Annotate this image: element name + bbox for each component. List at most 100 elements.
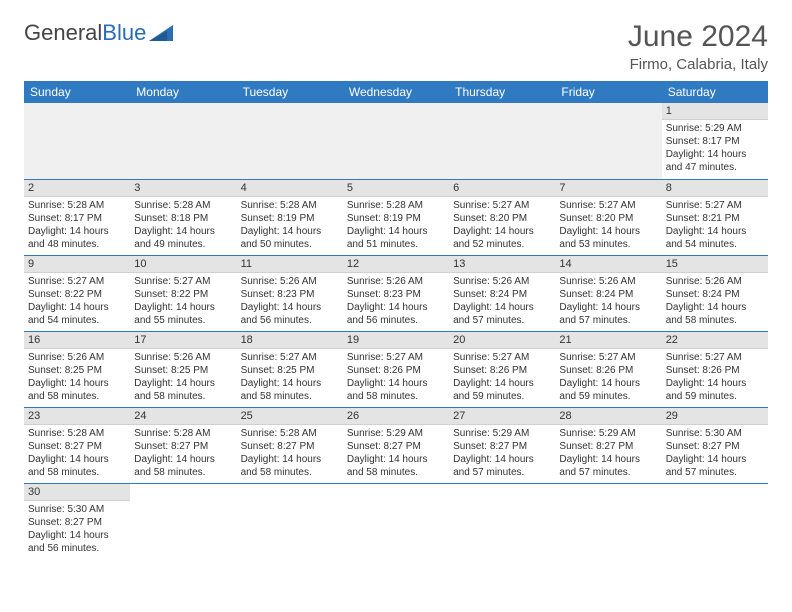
day-number: 17 [130,332,236,349]
day-detail-line: and 53 minutes. [559,238,657,251]
day-number: 23 [24,408,130,425]
day-detail-line: Sunset: 8:25 PM [28,364,126,377]
day-number: 18 [237,332,343,349]
calendar-cell: 2Sunrise: 5:28 AMSunset: 8:17 PMDaylight… [24,179,130,255]
day-number: 15 [662,256,768,273]
day-detail-line: Daylight: 14 hours [28,301,126,314]
day-details: Sunrise: 5:26 AMSunset: 8:23 PMDaylight:… [237,273,343,331]
day-detail-line: Daylight: 14 hours [347,225,445,238]
day-details: Sunrise: 5:28 AMSunset: 8:19 PMDaylight:… [237,197,343,255]
day-detail-line: Sunset: 8:23 PM [241,288,339,301]
day-detail-line: Sunset: 8:25 PM [134,364,232,377]
day-detail-line: Sunset: 8:22 PM [28,288,126,301]
day-detail-line: Sunset: 8:17 PM [28,212,126,225]
day-detail-line: Sunrise: 5:28 AM [134,427,232,440]
day-detail-line: Daylight: 14 hours [28,377,126,390]
day-detail-line: Sunrise: 5:26 AM [241,275,339,288]
day-number: 9 [24,256,130,273]
day-detail-line: Sunrise: 5:28 AM [347,199,445,212]
day-detail-line: Sunset: 8:27 PM [453,440,551,453]
calendar-cell [130,483,236,559]
day-number: 21 [555,332,661,349]
day-detail-line: Sunset: 8:19 PM [241,212,339,225]
day-details: Sunrise: 5:26 AMSunset: 8:23 PMDaylight:… [343,273,449,331]
day-detail-line: and 51 minutes. [347,238,445,251]
day-detail-line: Sunrise: 5:28 AM [28,199,126,212]
calendar-body: 1Sunrise: 5:29 AMSunset: 8:17 PMDaylight… [24,103,768,559]
day-detail-line: and 58 minutes. [241,390,339,403]
calendar-cell [130,103,236,179]
day-details: Sunrise: 5:29 AMSunset: 8:27 PMDaylight:… [555,425,661,483]
calendar-row: 16Sunrise: 5:26 AMSunset: 8:25 PMDayligh… [24,331,768,407]
day-detail-line: and 58 minutes. [134,466,232,479]
day-details: Sunrise: 5:27 AMSunset: 8:22 PMDaylight:… [24,273,130,331]
calendar-cell [555,103,661,179]
day-detail-line: Sunset: 8:21 PM [666,212,764,225]
day-detail-line: Daylight: 14 hours [28,529,126,542]
day-details: Sunrise: 5:29 AMSunset: 8:27 PMDaylight:… [343,425,449,483]
calendar-row: 1Sunrise: 5:29 AMSunset: 8:17 PMDaylight… [24,103,768,179]
day-details: Sunrise: 5:27 AMSunset: 8:26 PMDaylight:… [343,349,449,407]
calendar-cell: 4Sunrise: 5:28 AMSunset: 8:19 PMDaylight… [237,179,343,255]
calendar-row: 30Sunrise: 5:30 AMSunset: 8:27 PMDayligh… [24,483,768,559]
day-detail-line: and 57 minutes. [453,314,551,327]
calendar-cell: 17Sunrise: 5:26 AMSunset: 8:25 PMDayligh… [130,331,236,407]
calendar-cell: 29Sunrise: 5:30 AMSunset: 8:27 PMDayligh… [662,407,768,483]
day-details: Sunrise: 5:27 AMSunset: 8:26 PMDaylight:… [555,349,661,407]
day-detail-line: and 58 minutes. [28,466,126,479]
day-header: Sunday [24,81,130,103]
day-details: Sunrise: 5:26 AMSunset: 8:24 PMDaylight:… [662,273,768,331]
calendar-cell: 10Sunrise: 5:27 AMSunset: 8:22 PMDayligh… [130,255,236,331]
day-details: Sunrise: 5:27 AMSunset: 8:26 PMDaylight:… [662,349,768,407]
day-detail-line: Daylight: 14 hours [134,225,232,238]
day-detail-line: and 48 minutes. [28,238,126,251]
day-detail-line: Sunrise: 5:27 AM [347,351,445,364]
day-detail-line: and 56 minutes. [347,314,445,327]
day-detail-line: and 58 minutes. [347,466,445,479]
day-details: Sunrise: 5:28 AMSunset: 8:17 PMDaylight:… [24,197,130,255]
day-detail-line: Sunrise: 5:27 AM [241,351,339,364]
day-details: Sunrise: 5:27 AMSunset: 8:25 PMDaylight:… [237,349,343,407]
day-number: 27 [449,408,555,425]
day-detail-line: Sunset: 8:20 PM [453,212,551,225]
brand-part-1: General [24,20,102,46]
day-details: Sunrise: 5:30 AMSunset: 8:27 PMDaylight:… [662,425,768,483]
calendar-cell: 11Sunrise: 5:26 AMSunset: 8:23 PMDayligh… [237,255,343,331]
day-detail-line: Daylight: 14 hours [559,377,657,390]
day-detail-line: Sunrise: 5:27 AM [559,199,657,212]
day-detail-line: Sunset: 8:24 PM [453,288,551,301]
calendar-cell: 27Sunrise: 5:29 AMSunset: 8:27 PMDayligh… [449,407,555,483]
day-detail-line: and 59 minutes. [559,390,657,403]
day-number: 29 [662,408,768,425]
day-number: 22 [662,332,768,349]
day-detail-line: Sunrise: 5:27 AM [453,199,551,212]
day-number: 12 [343,256,449,273]
day-detail-line: Sunset: 8:26 PM [453,364,551,377]
day-detail-line: Sunset: 8:27 PM [241,440,339,453]
day-details: Sunrise: 5:26 AMSunset: 8:24 PMDaylight:… [449,273,555,331]
calendar-cell: 24Sunrise: 5:28 AMSunset: 8:27 PMDayligh… [130,407,236,483]
day-detail-line: Sunrise: 5:30 AM [28,503,126,516]
day-header: Saturday [662,81,768,103]
day-detail-line: Sunset: 8:27 PM [134,440,232,453]
day-detail-line: Sunset: 8:27 PM [28,440,126,453]
day-number: 4 [237,180,343,197]
day-detail-line: and 59 minutes. [453,390,551,403]
calendar-cell: 6Sunrise: 5:27 AMSunset: 8:20 PMDaylight… [449,179,555,255]
day-detail-line: Sunrise: 5:26 AM [347,275,445,288]
day-number: 2 [24,180,130,197]
day-detail-line: and 56 minutes. [241,314,339,327]
brand-part-2: Blue [102,20,146,46]
day-number: 30 [24,484,130,501]
day-header-row: Sunday Monday Tuesday Wednesday Thursday… [24,81,768,103]
day-details: Sunrise: 5:26 AMSunset: 8:25 PMDaylight:… [130,349,236,407]
day-detail-line: Sunset: 8:19 PM [347,212,445,225]
day-detail-line: Sunrise: 5:26 AM [666,275,764,288]
calendar-cell: 28Sunrise: 5:29 AMSunset: 8:27 PMDayligh… [555,407,661,483]
day-detail-line: Sunrise: 5:29 AM [559,427,657,440]
day-header: Wednesday [343,81,449,103]
calendar-cell [237,483,343,559]
day-number: 24 [130,408,236,425]
day-detail-line: Sunset: 8:27 PM [666,440,764,453]
calendar-cell: 23Sunrise: 5:28 AMSunset: 8:27 PMDayligh… [24,407,130,483]
